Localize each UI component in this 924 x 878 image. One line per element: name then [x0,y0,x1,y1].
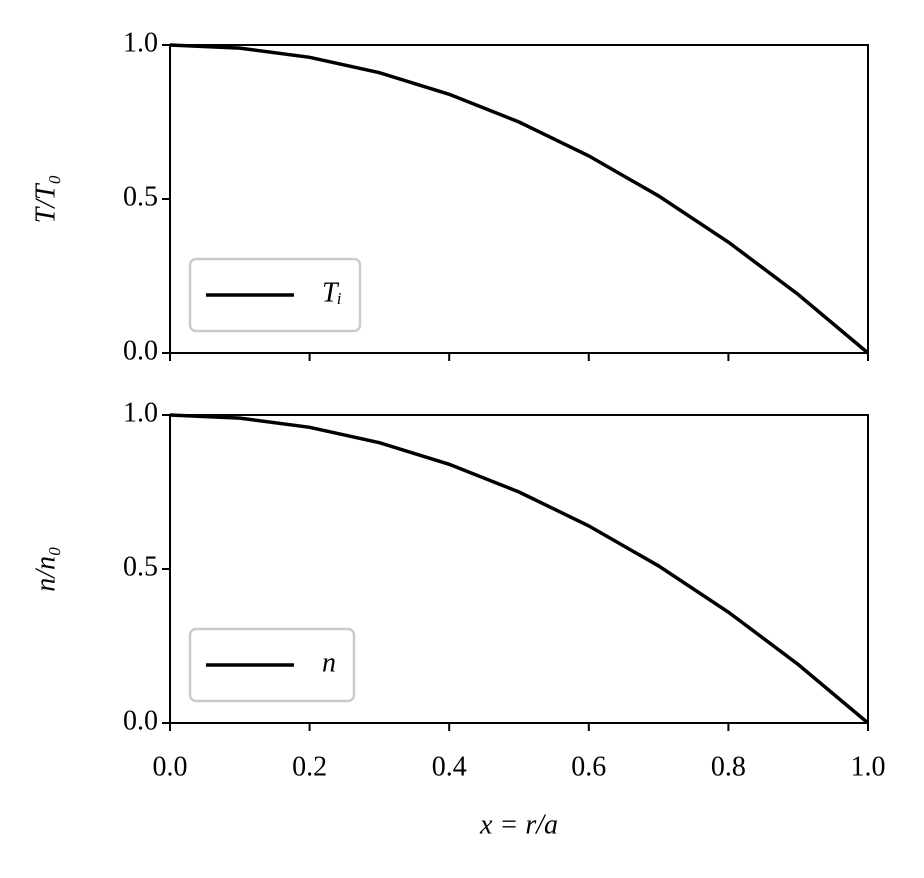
legend: n [188,627,356,703]
x-tick-label: 0.4 [432,751,467,782]
data-line [169,43,870,355]
axes-frame [169,44,869,354]
x-tick-label: 1.0 [851,751,886,782]
legend-label: Tᵢ [322,277,342,308]
subplot: 0.0 0.5 1.0 0.0 0.2 0.4 0.6 0.8 1.0 n/n₀ x = r/a n [30,397,885,840]
y-tick-label: 1.0 [123,27,158,58]
y-axis-label: T/T₀ [30,175,61,224]
legend-label: n [322,647,336,678]
y-tick-label: 1.0 [123,397,158,428]
subplot: 0.0 0.5 1.0 T/T₀ Tᵢ [30,27,870,366]
data-line [169,413,870,725]
axes-frame [169,414,869,724]
x-tick-label: 0.0 [153,751,188,782]
y-tick-label: 0.5 [123,181,158,212]
x-tick-label: 0.6 [571,751,606,782]
x-axis-label: x = r/a [479,809,558,840]
legend: Tᵢ [188,257,362,333]
y-tick-label: 0.5 [123,551,158,582]
y-tick-label: 0.0 [123,335,158,366]
y-tick-label: 0.0 [123,705,158,736]
x-tick-label: 0.8 [711,751,746,782]
y-axis-label: n/n₀ [30,546,61,592]
x-tick-label: 0.2 [292,751,327,782]
